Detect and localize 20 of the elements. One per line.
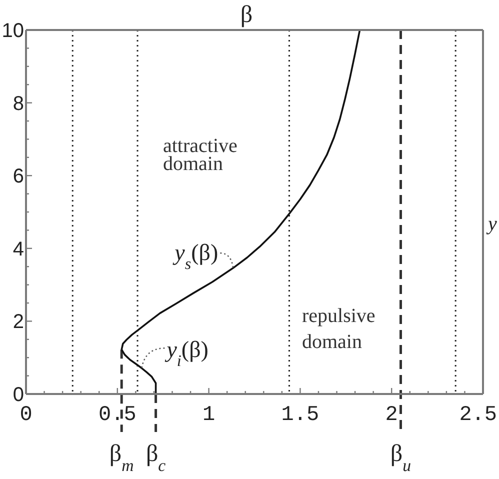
y-tick-label: 6 bbox=[12, 166, 24, 188]
x-tick-label: 2 bbox=[385, 404, 398, 427]
ref-line-label: β$_{c}$ bbox=[146, 441, 166, 474]
y-tick-label: 10 bbox=[2, 20, 24, 42]
x-tick-label: 0.5 bbox=[98, 404, 136, 427]
y-axis-title: y bbox=[486, 213, 497, 235]
x-tick-label: 1 bbox=[202, 404, 216, 427]
series-label: y$_{s}$(β) bbox=[172, 240, 218, 273]
y-tick-label: 4 bbox=[12, 238, 24, 260]
ref-line-label: β$_{u}$ bbox=[390, 441, 412, 474]
y-tick-label: 0 bbox=[12, 384, 24, 406]
annotation: repulsive domain bbox=[302, 305, 376, 353]
y-tick-label: 2 bbox=[12, 311, 24, 334]
x-tick-label: 1.5 bbox=[281, 404, 320, 427]
y-tick-label: 8 bbox=[12, 92, 24, 115]
x-tick-label: 2.5 bbox=[459, 404, 498, 427]
series-label: y$_{i}$(β) bbox=[164, 337, 208, 370]
x-axis-title: β bbox=[240, 2, 253, 28]
annotation: attractive domain bbox=[163, 135, 238, 175]
ref-line-label: β$_{m}$ bbox=[109, 441, 134, 474]
